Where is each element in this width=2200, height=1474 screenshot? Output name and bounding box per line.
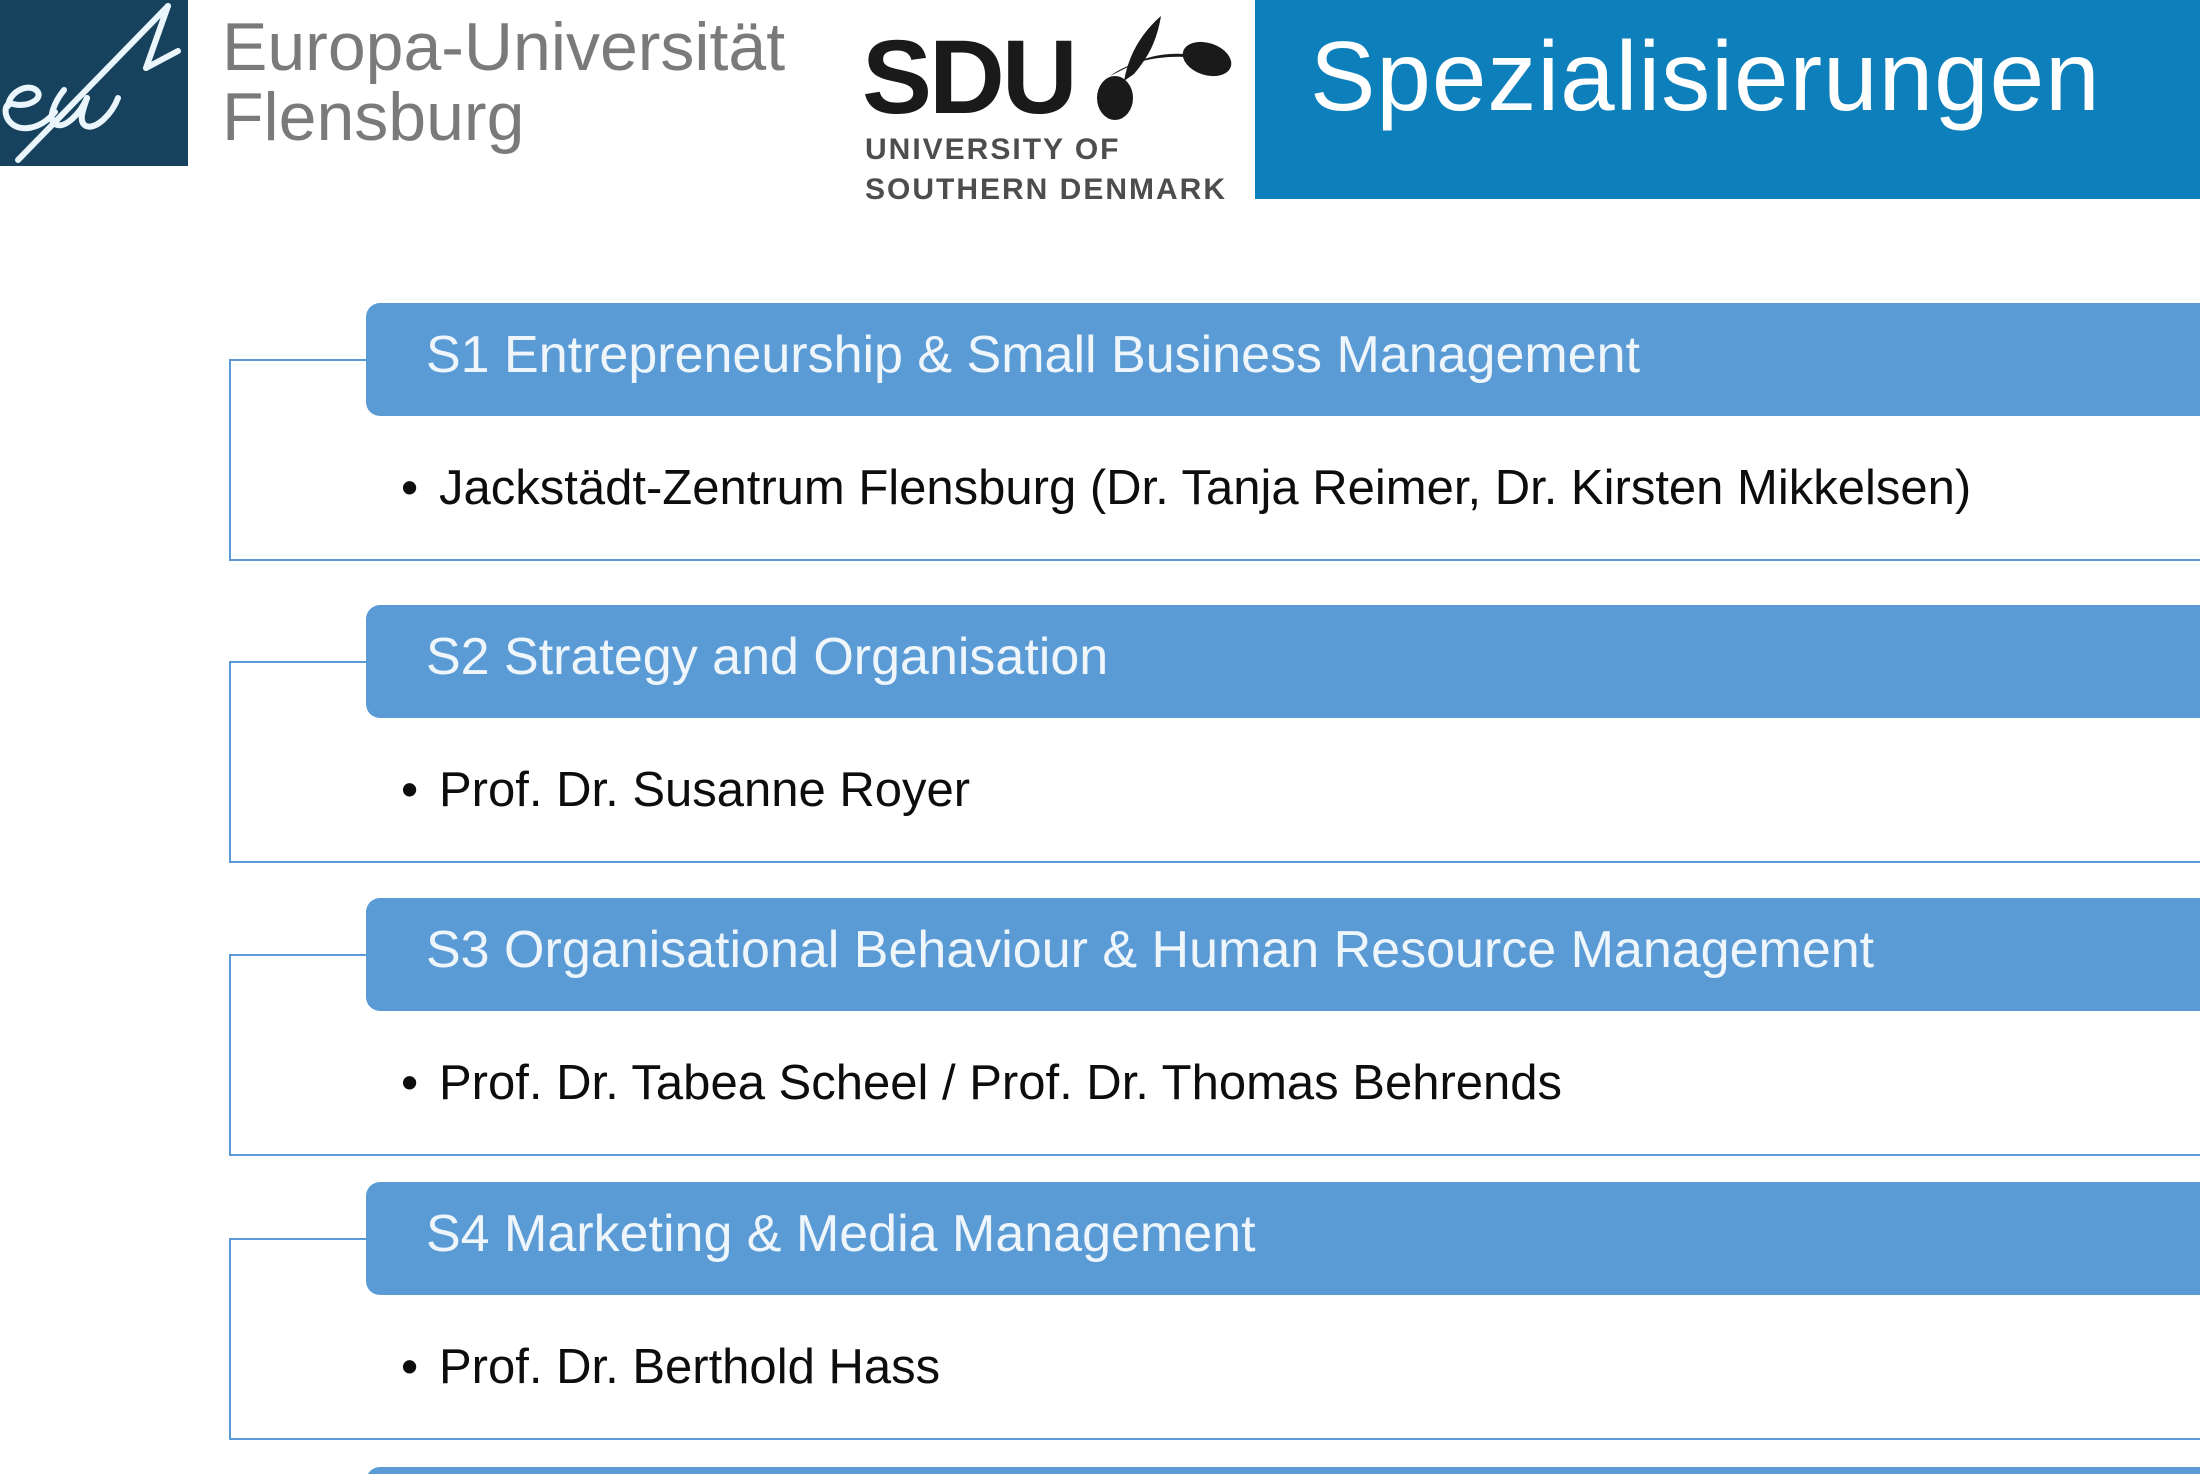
svg-text:SDU: SDU	[862, 19, 1075, 136]
